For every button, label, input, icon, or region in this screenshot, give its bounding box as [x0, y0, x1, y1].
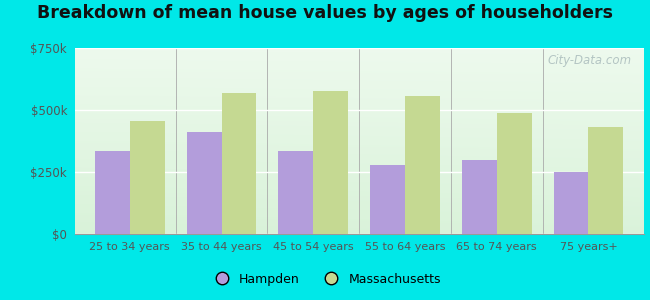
Bar	[222, 93, 256, 234]
Text: Breakdown of mean house values by ages of householders: Breakdown of mean house values by ages o…	[37, 4, 613, 22]
Bar	[95, 151, 130, 234]
Bar	[462, 160, 497, 234]
Bar	[588, 128, 623, 234]
Bar	[370, 165, 405, 234]
Bar	[130, 121, 164, 234]
Bar	[497, 113, 532, 234]
Bar	[313, 92, 348, 234]
Bar	[405, 96, 440, 234]
Bar	[554, 172, 588, 234]
Legend: Hampden, Massachusetts: Hampden, Massachusetts	[204, 268, 446, 291]
Bar	[278, 151, 313, 234]
Bar	[187, 132, 222, 234]
Text: City-Data.com: City-Data.com	[548, 54, 632, 67]
